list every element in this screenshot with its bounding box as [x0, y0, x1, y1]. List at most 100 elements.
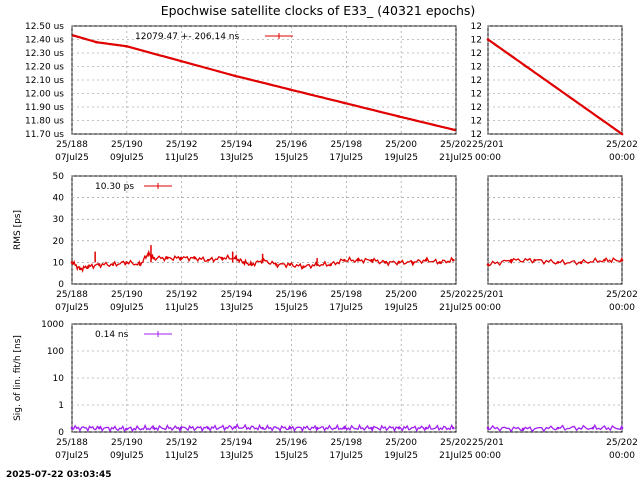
- rms-main-data-point: [343, 258, 346, 262]
- rms-main-data-point: [370, 258, 373, 262]
- clock-main-x-tick-label: 13Jul25: [220, 153, 254, 163]
- rms-main-data-point: [275, 263, 278, 266]
- clock-side-y-tick-label: 12: [471, 63, 482, 73]
- sigma-main-data-point: [315, 426, 319, 430]
- rms-main-data-point: [242, 261, 245, 264]
- clock-side-x-tick-label: 00:00: [609, 153, 635, 163]
- clock-main-y-tick-label: 12.30 us: [25, 49, 64, 59]
- sigma-main-data-point: [424, 426, 428, 430]
- clock-main-x-tick-label: 25/192: [166, 140, 198, 150]
- sigma-main-data-point: [288, 426, 292, 430]
- rms-side-data-point: [603, 258, 606, 262]
- sigma-main-data-point: [343, 426, 346, 430]
- clock-main-x-tick-label: 25/190: [111, 140, 143, 150]
- rms-main-data-point: [356, 258, 360, 262]
- sigma-main-x-tick-label: 25/202: [440, 438, 472, 448]
- sigma-main-x-tick-label: 19Jul25: [384, 451, 418, 461]
- clock-side-y-tick-label: 12: [471, 36, 482, 46]
- sigma-main-y-tick-label: 100: [47, 347, 64, 357]
- rms-main-x-tick-label: 15Jul25: [275, 303, 309, 313]
- chart-title: Epochwise satellite clocks of E33_ (4032…: [161, 3, 476, 18]
- sigma-side-x-tick-label: 25/201: [472, 438, 504, 448]
- rms-main-x-tick-label: 25/192: [166, 290, 198, 300]
- clock-main-y-tick-label: 12.10 us: [25, 76, 64, 86]
- sigma-main-x-tick-label: 25/188: [56, 438, 88, 448]
- sigma-main-y-tick-label: 0: [58, 428, 64, 438]
- sigma-main-x-tick-label: 11Jul25: [165, 451, 199, 461]
- rms-main-data-point: [87, 265, 90, 269]
- rms-main-data-point: [250, 263, 253, 266]
- rms-main-x-tick-label: 25/200: [385, 290, 417, 300]
- rms-main-data-point: [166, 256, 169, 260]
- clock-main-y-tick-label: 12.20 us: [25, 63, 64, 73]
- rms-main-data-point: [315, 263, 319, 266]
- clock-main-y-tick-label: 11.90 us: [25, 103, 64, 113]
- rms-main-data-point: [424, 258, 428, 262]
- rms-main-data-point: [179, 256, 183, 260]
- rms-main-x-tick-label: 25/188: [56, 290, 88, 300]
- clock-main-x-tick-label: 25/202: [440, 140, 472, 150]
- clock-main-data-point: [72, 34, 75, 37]
- sigma-main-y-tick-label: 1: [58, 401, 64, 411]
- rms-main-data-point: [111, 263, 115, 266]
- rms-side-x-tick-label: 25/201: [472, 290, 504, 300]
- sigma-side-x-tick-label: 00:00: [609, 451, 635, 461]
- rms-side-series-line: [487, 257, 623, 267]
- rms-side-x-tick-label: 25/202: [606, 290, 638, 300]
- rms-main-data-point: [147, 252, 150, 256]
- clock-side-y-tick-label: 12: [471, 76, 482, 86]
- rms-main-y-tick-label: 50: [53, 172, 65, 182]
- sigma-side-data-point: [620, 426, 624, 430]
- sigma-main-x-tick-label: 25/198: [330, 438, 362, 448]
- sigma-main-x-tick-label: 25/196: [276, 438, 308, 448]
- clock-main-data-point: [343, 101, 346, 105]
- rms-side-x-tick-label: 00:00: [609, 303, 635, 313]
- sigma-side-x-tick-label: 25/202: [606, 438, 638, 448]
- rms-main-data-point: [78, 267, 82, 271]
- clock-main-legend-label: 12079.47 +- 206.14 ns: [135, 32, 240, 42]
- rms-side-data-point: [533, 258, 536, 262]
- sigma-main-data-point: [97, 426, 101, 430]
- clock-main-x-tick-label: 17Jul25: [329, 153, 363, 163]
- clock-main-x-tick-label: 25/198: [330, 140, 362, 150]
- sigma-main-data-point: [125, 427, 128, 431]
- sigma-main-data-point: [70, 426, 74, 430]
- sigma-main-data-point: [234, 425, 237, 429]
- clock-main-x-tick-label: 25/194: [221, 140, 253, 150]
- timestamp: 2025-07-22 03:03:45: [6, 470, 111, 480]
- sigma-side-data-point: [591, 426, 595, 430]
- clock-side-data-point: [486, 38, 490, 41]
- sigma-main-data-point: [261, 426, 264, 430]
- rms-main-y-tick-label: 0: [58, 280, 64, 290]
- rms-main-data-point: [97, 263, 101, 266]
- rms-main-x-tick-label: 07Jul25: [55, 303, 89, 313]
- rms-main-data-point: [452, 258, 455, 262]
- clock-main-data-point: [234, 74, 237, 78]
- clock-side-x-tick-label: 00:00: [475, 153, 501, 163]
- rms-main-data-point: [383, 261, 387, 264]
- rms-main-data-point: [438, 261, 442, 264]
- clock-side-y-tick-label: 12: [471, 103, 482, 113]
- sigma-main-data-point: [152, 426, 155, 430]
- clock-main-x-tick-label: 15Jul25: [275, 153, 309, 163]
- rms-main-series-line: [71, 249, 454, 273]
- clock-side-x-tick-label: 25/201: [472, 140, 504, 150]
- clock-side-y-tick-label: 12: [471, 49, 482, 59]
- clock-main-x-tick-label: 25/196: [276, 140, 308, 150]
- rms-main-y-tick-label: 40: [53, 194, 65, 204]
- rms-main-x-tick-label: 19Jul25: [384, 303, 418, 313]
- clock-main-x-tick-label: 21Jul25: [439, 153, 473, 163]
- sigma-main-y-tick-label: 1000: [41, 320, 64, 330]
- sigma-main-y-tick-label: 10: [53, 374, 65, 384]
- rms-main-y-tick-label: 10: [53, 258, 65, 268]
- clock-main-y-tick-label: 12.40 us: [25, 36, 64, 46]
- clock-main-data-point: [125, 45, 128, 48]
- plot-panels: 25/188 07Jul25 25/190 09Jul25 25/192 11Jul25 2…: [13, 22, 638, 461]
- clock-main-x-tick-label: 25/200: [385, 140, 417, 150]
- rms-main-data-point: [302, 265, 305, 269]
- clock-main-y-tick-label: 11.80 us: [25, 117, 64, 127]
- rms-side-data-point: [510, 258, 513, 262]
- sigma-main-legend-label: 0.14 ns: [95, 330, 129, 340]
- rms-main-data-point: [234, 256, 237, 260]
